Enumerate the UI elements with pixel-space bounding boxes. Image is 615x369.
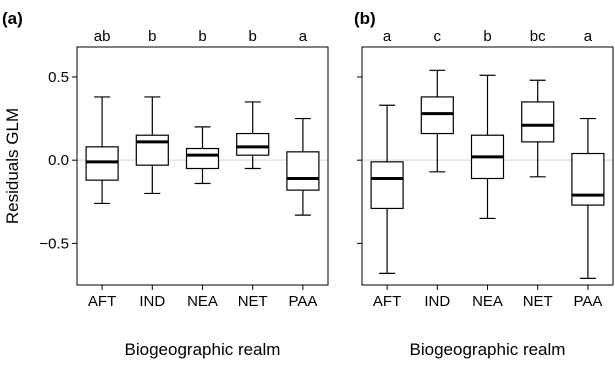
group-letter-net: bc xyxy=(530,28,546,45)
panel-label: (a) xyxy=(2,9,23,28)
interquartile-box xyxy=(521,101,555,143)
x-axis-title: Biogeographic realm xyxy=(410,340,566,359)
interquartile-box xyxy=(85,146,119,181)
x-tick-label-nea: NEA xyxy=(472,293,503,310)
x-tick-label-aft: AFT xyxy=(373,293,401,310)
chart-panel-b: a AFT c IND b NEA bc NET a PAA (b) Biogeographic re… xyxy=(354,9,614,359)
interquartile-box xyxy=(370,161,404,210)
box-nea xyxy=(185,126,220,185)
box-paa xyxy=(571,117,605,279)
box-ind xyxy=(135,96,169,195)
y-tick-label: 0.0 xyxy=(48,152,69,169)
box-ind xyxy=(420,69,454,173)
group-letter-aft: a xyxy=(383,28,392,45)
x-tick-label-paa: PAA xyxy=(573,293,602,310)
group-letter-ind: b xyxy=(148,28,156,45)
group-letter-paa: a xyxy=(584,28,593,45)
box-aft xyxy=(370,104,404,274)
group-letter-ind: c xyxy=(434,28,442,45)
x-tick-label-ind: IND xyxy=(139,293,165,310)
group-letter-nea: b xyxy=(198,28,206,45)
interquartile-box xyxy=(571,152,605,206)
x-tick-label-paa: PAA xyxy=(288,293,317,310)
x-tick-label-aft: AFT xyxy=(88,293,116,310)
box-aft xyxy=(85,96,119,205)
group-letter-paa: a xyxy=(299,28,308,45)
group-letter-net: b xyxy=(249,28,257,45)
box-nea xyxy=(470,74,505,220)
x-tick-label-net: NET xyxy=(238,293,268,310)
x-axis-title: Biogeographic realm xyxy=(125,340,281,359)
interquartile-box xyxy=(420,96,454,135)
x-tick-label-ind: IND xyxy=(424,293,450,310)
interquartile-box xyxy=(135,134,169,166)
box-net xyxy=(236,101,270,170)
panel-label: (b) xyxy=(354,9,376,28)
plot-frame xyxy=(361,46,614,286)
y-tick-label: −0.5 xyxy=(39,235,69,252)
x-tick-label-nea: NEA xyxy=(187,293,218,310)
interquartile-box xyxy=(236,132,270,156)
interquartile-box xyxy=(286,151,320,191)
group-letter-nea: b xyxy=(483,28,491,45)
x-tick-label-net: NET xyxy=(523,293,553,310)
box-net xyxy=(521,79,555,178)
y-tick-label: 0.5 xyxy=(48,69,69,86)
chart-panel-a: ab AFT b IND b NEA b NET a PAA −0.5 0.0 0.5 (a) Biogeo… xyxy=(2,9,329,359)
y-axis-title: Residuals GLM xyxy=(3,108,22,224)
box-paa xyxy=(286,117,320,216)
interquartile-box xyxy=(185,147,220,170)
group-letter-aft: ab xyxy=(94,28,111,45)
plot-frame xyxy=(76,46,329,286)
